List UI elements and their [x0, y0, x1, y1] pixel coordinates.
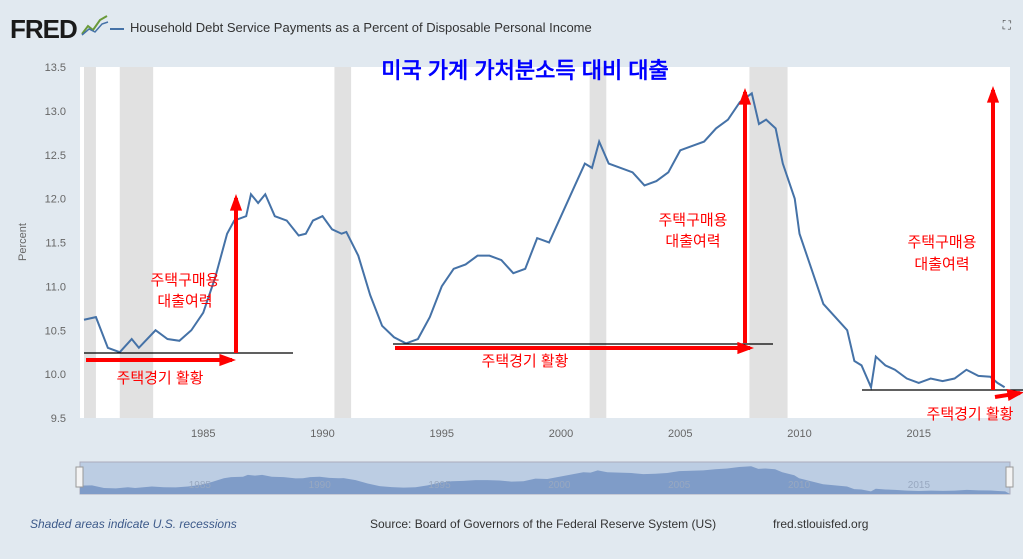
navigator-tick: 1995 — [428, 480, 451, 491]
y-tick-label: 10.5 — [45, 325, 66, 337]
y-tick-label: 9.5 — [51, 413, 66, 425]
navigator-tick: 2000 — [548, 480, 571, 491]
navigator-series — [80, 466, 1010, 494]
recession-band — [334, 67, 352, 418]
chart-logo-icon — [81, 15, 109, 36]
capacity-arrow-head — [986, 86, 1000, 103]
source-text: Source: Board of Governors of the Federa… — [370, 517, 717, 531]
capacity-label: 대출여력 — [914, 256, 969, 273]
navigator-tick: 2010 — [788, 480, 811, 491]
y-axis-label: Percent — [17, 223, 29, 261]
y-tick-label: 13.5 — [45, 62, 66, 74]
navigator-tick: 2015 — [908, 480, 931, 491]
capacity-arrow-head — [738, 88, 752, 105]
y-tick-label: 12.0 — [45, 194, 66, 206]
boom-arrow-head — [219, 353, 236, 367]
boom-arrow-head — [1006, 388, 1023, 402]
annotation-title: 미국 가계 가처분소득 대비 대출 — [381, 58, 669, 83]
capacity-label: 주택구매용 — [150, 272, 219, 289]
x-tick-label: 2000 — [549, 428, 573, 440]
expand-icon[interactable]: ⛶ — [1002, 18, 1011, 32]
x-tick-label: 1985 — [191, 428, 215, 440]
boom-label: 주택경기 활황 — [482, 353, 569, 370]
boom-label: 주택경기 활황 — [927, 406, 1014, 423]
boom-label: 주택경기 활황 — [117, 370, 204, 387]
x-tick-label: 2015 — [907, 428, 931, 440]
capacity-label: 주택구매용 — [658, 212, 727, 229]
x-tick-label: 1995 — [430, 428, 454, 440]
recession-band — [119, 67, 154, 418]
recession-band — [749, 67, 788, 418]
recession-band — [84, 67, 96, 418]
boom-arrow-head — [737, 341, 754, 355]
capacity-arrow-head — [229, 194, 243, 211]
y-tick-label: 11.5 — [45, 238, 66, 250]
navigator-handle-right[interactable] — [1005, 466, 1014, 488]
capacity-label: 대출여력 — [665, 233, 720, 250]
x-tick-label: 2005 — [668, 428, 692, 440]
navigator-tick: 2005 — [668, 480, 691, 491]
site-link[interactable]: fred.stlouisfed.org — [773, 517, 869, 531]
navigator-tick: 1990 — [309, 480, 332, 491]
series-line — [83, 91, 1006, 391]
recession-note: Shaded areas indicate U.S. recessions — [30, 517, 237, 531]
x-tick-label: 1990 — [310, 428, 334, 440]
series-title: Household Debt Service Payments as a Per… — [110, 20, 592, 35]
x-tick-label: 2010 — [787, 428, 811, 440]
fred-logo: FRED — [10, 14, 78, 44]
y-tick-label: 11.0 — [45, 281, 66, 293]
capacity-label: 주택구매용 — [907, 234, 976, 251]
capacity-label: 대출여력 — [157, 293, 212, 310]
y-tick-label: 12.5 — [45, 150, 66, 162]
y-tick-label: 10.0 — [45, 369, 66, 381]
y-tick-label: 13.0 — [45, 106, 66, 118]
recession-band — [589, 67, 607, 418]
navigator-tick: 1985 — [189, 480, 212, 491]
navigator-handle-left[interactable] — [75, 466, 84, 488]
